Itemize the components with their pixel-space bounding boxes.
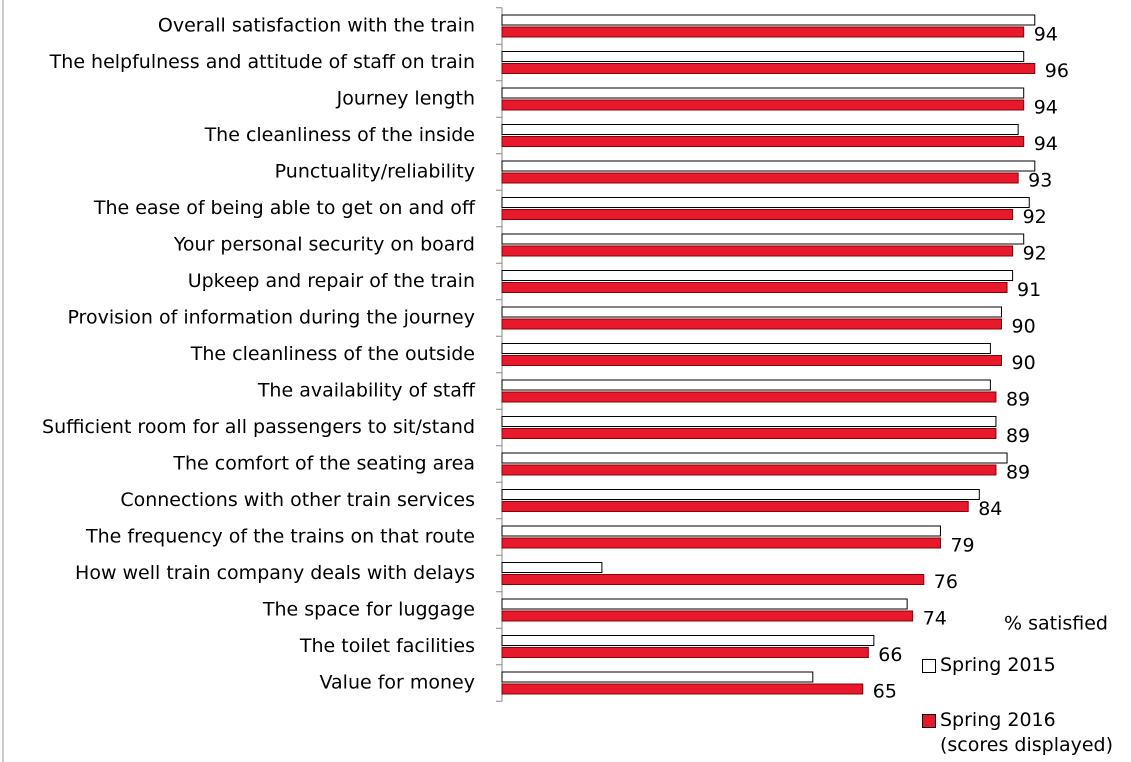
value-label: 90 [1012, 316, 1036, 338]
bar [501, 343, 991, 354]
bar [501, 452, 1008, 464]
bar [501, 209, 1014, 220]
bar [501, 610, 914, 622]
value-label: 76 [934, 571, 958, 593]
bar [501, 501, 969, 512]
value-label: 92 [1023, 206, 1047, 228]
value-label: 74 [923, 608, 947, 630]
legend-swatch [922, 659, 936, 673]
category-label: The ease of being able to get on and off [93, 197, 476, 219]
category-label: The space for luggage [262, 599, 475, 621]
value-label: 89 [1006, 425, 1030, 447]
legend-label: Spring 2015 [940, 654, 1056, 676]
bar [501, 318, 1002, 330]
category-label: Journey length [336, 88, 475, 110]
legend-label: Spring 2016 (scores displayed) [940, 709, 1114, 756]
category-label: The toilet facilities [299, 635, 475, 657]
bar [501, 124, 1019, 135]
bar [501, 136, 1025, 147]
category-label: How well train company deals with delays [75, 562, 475, 584]
bar [501, 306, 1002, 318]
bar [501, 525, 941, 537]
value-label: 89 [1006, 462, 1030, 484]
category-label: The cleanliness of the outside [190, 343, 475, 365]
bar [501, 391, 997, 403]
bar [501, 537, 941, 549]
category-label: Sufficient room for all passengers to si… [42, 416, 475, 438]
category-label: The availability of staff [257, 380, 476, 402]
bar [501, 428, 997, 439]
bar [501, 26, 1025, 38]
category-label: Your personal security on board [173, 234, 475, 256]
bar [501, 574, 925, 585]
category-label: Overall satisfaction with the train [158, 15, 475, 37]
bar [501, 562, 603, 573]
bar [501, 379, 991, 391]
value-label: 66 [878, 644, 902, 666]
bar [501, 647, 869, 658]
category-label: The helpfulness and attitude of staff on… [49, 51, 475, 73]
bar [501, 270, 1014, 281]
bar [501, 355, 1002, 366]
category-label: Punctuality/reliability [275, 161, 475, 183]
value-label: 91 [1017, 279, 1041, 301]
value-label: 90 [1012, 352, 1036, 374]
bar [501, 197, 1030, 208]
bar [501, 598, 908, 610]
bar [501, 635, 875, 646]
value-label: 65 [873, 681, 897, 703]
category-label: The comfort of the seating area [172, 453, 475, 475]
value-label: 84 [978, 498, 1002, 520]
bar [501, 489, 980, 500]
category-label: The frequency of the trains on that rout… [85, 526, 475, 548]
category-label: Provision of information during the jour… [67, 307, 475, 329]
category-label: Connections with other train services [120, 489, 475, 511]
value-label: 94 [1034, 97, 1058, 119]
bar [501, 63, 1036, 74]
legend-item: Spring 2015 [922, 653, 1056, 678]
category-label: Value for money [320, 672, 476, 694]
bar [501, 683, 864, 695]
value-label: 94 [1034, 24, 1058, 46]
bar [501, 464, 997, 476]
value-label: 89 [1006, 389, 1030, 411]
bar [501, 172, 1019, 184]
category-label: The cleanliness of the inside [204, 124, 475, 146]
bar [501, 416, 997, 427]
bar [501, 99, 1025, 111]
bar [501, 671, 814, 683]
value-label: 93 [1028, 170, 1052, 192]
legend-title: % satisfied [1004, 613, 1108, 635]
value-label: 92 [1023, 243, 1047, 265]
value-label: 94 [1034, 133, 1058, 155]
legend-swatch [922, 714, 936, 728]
value-label: 79 [950, 535, 974, 557]
legend-item: Spring 2016 (scores displayed) [922, 708, 1122, 758]
bar [501, 14, 1036, 26]
bar [501, 282, 1008, 293]
bar [501, 245, 1014, 257]
value-label: 96 [1045, 60, 1069, 82]
bar [501, 160, 1036, 172]
bar [501, 233, 1025, 245]
category-label: Upkeep and repair of the train [188, 270, 475, 292]
bar [501, 51, 1025, 62]
bar [501, 87, 1025, 99]
